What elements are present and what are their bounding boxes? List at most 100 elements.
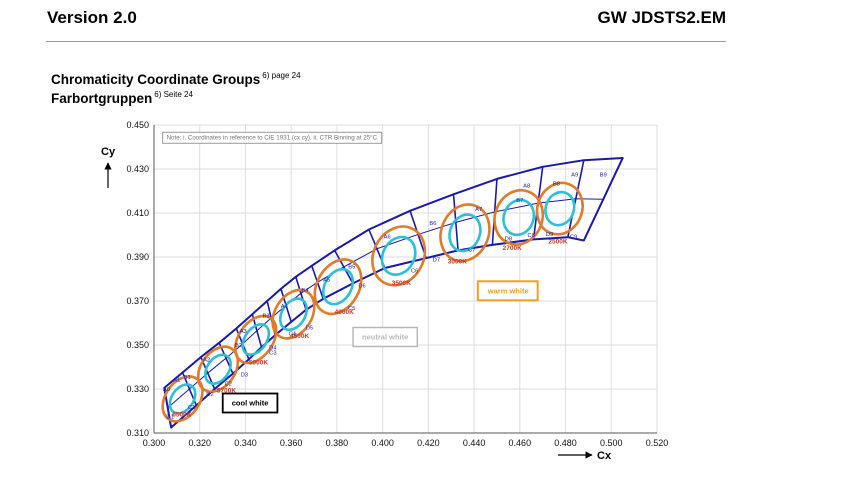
ellipse-inner	[321, 267, 355, 306]
ellipse-outer	[271, 288, 316, 340]
ellipse-inner	[168, 383, 197, 415]
x-tick-label: 0.380	[326, 438, 349, 448]
x-tick-label: 0.480	[554, 438, 577, 448]
cct-label: 3500K	[392, 280, 411, 287]
bin-code-label: A0	[163, 387, 170, 393]
bin-code-label: C5	[348, 306, 355, 312]
note-border	[162, 131, 383, 144]
note-text: Note: i. Coordinates in reference to CIE…	[167, 134, 378, 141]
title-de-ref: 6) Seite 24	[154, 90, 193, 99]
ellipse-inner	[241, 323, 271, 356]
annotation-border	[221, 392, 279, 414]
x-tick-label: 0.460	[509, 438, 532, 448]
axes: 0.300 0.320 0.340 0.360 0.380 0.400 0.420 0.440…	[101, 120, 668, 462]
bin-code-label: A2	[203, 358, 210, 364]
ellipse-outer	[233, 314, 278, 365]
bin-code-label: B7	[516, 198, 523, 204]
x-tick-label: 0.420	[417, 438, 440, 448]
note-box: Note: i. Coordinates in reference to CIE…	[162, 131, 383, 144]
bin-code-label: D4	[269, 345, 277, 351]
bin-code-label: C4	[289, 332, 297, 338]
bin-code-label: D9	[546, 232, 553, 238]
bin-code-label: C6	[411, 268, 418, 274]
ellipse-outer	[196, 345, 240, 393]
ellipse-outer	[535, 181, 584, 236]
ellipse-outer	[371, 225, 427, 287]
title-en-ref: 6) page 24	[262, 71, 301, 80]
bin-code-label: D3	[241, 372, 248, 378]
title-de-text: Farbortgruppen	[51, 91, 153, 106]
x-axis-title: Cx	[597, 450, 612, 462]
version-label: Version 2.0	[47, 8, 137, 27]
annotation-text: warm white	[487, 286, 529, 295]
ellipse-outer	[313, 258, 363, 316]
ellipse-inner	[380, 235, 417, 277]
annotation-text: cool white	[232, 399, 269, 408]
x-tick-label: 0.300	[143, 438, 166, 448]
x-tick-label: 0.440	[463, 438, 486, 448]
bin-code-label: A5	[323, 278, 330, 284]
bin-code-label: C2	[225, 382, 232, 388]
bin-code-label: B3	[262, 314, 269, 320]
ellipses	[161, 181, 584, 423]
bin-code-label: B2	[235, 343, 242, 349]
cct-label: 4000K	[335, 309, 354, 316]
ellipse-inner	[502, 198, 536, 237]
x-tick-label: 0.500	[600, 438, 623, 448]
annotation-border	[352, 326, 419, 348]
bin-code-label: D6	[358, 283, 365, 289]
bin-code-label: C7	[468, 248, 475, 254]
bin-code-label: C1	[188, 405, 195, 411]
section-title-en: Chromaticity Coordinate Groups 6) page 24	[51, 71, 301, 87]
bin-code-label: B9	[600, 173, 607, 179]
bin-code-label: B1	[184, 375, 191, 381]
cct-label: 3000K	[448, 259, 467, 266]
ellipse-inner	[544, 190, 576, 227]
annotation-box: warm white	[476, 280, 539, 302]
bin-code-label: B5	[348, 264, 355, 270]
y-tick-label: 0.390	[126, 252, 149, 262]
annotation-text: neutral white	[362, 333, 408, 342]
y-tick-label: 0.370	[126, 296, 149, 306]
cct-label: 6500K	[172, 412, 191, 419]
annotation-box: cool white	[221, 392, 279, 414]
bin-code-label: D7	[433, 257, 440, 263]
section-title-de: Farbortgruppen 6) Seite 24	[51, 90, 193, 106]
bin-code-label: B8	[553, 182, 560, 188]
bin-code-label: D1	[166, 414, 173, 420]
bin-code-label: A1	[173, 377, 180, 383]
bin-code-label: B6	[429, 221, 436, 227]
cct-label: 4500K	[290, 333, 309, 340]
bin-code-label: A3	[240, 329, 247, 335]
grid-lines	[153, 124, 658, 434]
x-tick-label: 0.520	[646, 438, 669, 448]
cct-label: 5000K	[249, 359, 268, 366]
y-tick-label: 0.450	[126, 120, 149, 130]
y-axis-title: Cy	[101, 146, 116, 158]
ellipse-inner	[448, 213, 482, 253]
ellipse-inner	[204, 353, 232, 385]
ellipse-outer	[161, 375, 204, 423]
ellipse-outer	[439, 203, 491, 263]
document-id: GW JDSTS2.EM	[597, 8, 726, 27]
bin-code-label: D5	[306, 326, 313, 332]
x-tick-label: 0.320	[188, 438, 211, 448]
bin-code-label: B4	[301, 288, 309, 294]
bin-code-label: C8	[528, 233, 535, 239]
x-tick-label: 0.360	[280, 438, 303, 448]
bin-code-label: A6	[384, 234, 391, 240]
bin-code-label: D2	[206, 392, 213, 398]
bin-midline	[167, 198, 604, 409]
cct-label: 2500K	[548, 238, 567, 245]
bin-code-label: D8	[505, 237, 512, 243]
x-tick-label: 0.400	[371, 438, 394, 448]
bin-code-label: C9	[570, 234, 577, 240]
ellipse-inner	[278, 297, 309, 332]
bin-code-label: C3	[269, 350, 276, 356]
cct-label: 2700K	[503, 245, 522, 252]
y-tick-label: 0.350	[126, 340, 149, 350]
title-en-text: Chromaticity Coordinate Groups	[51, 72, 261, 87]
annotation-border	[476, 280, 539, 302]
bin-code-label: A4	[281, 304, 289, 310]
